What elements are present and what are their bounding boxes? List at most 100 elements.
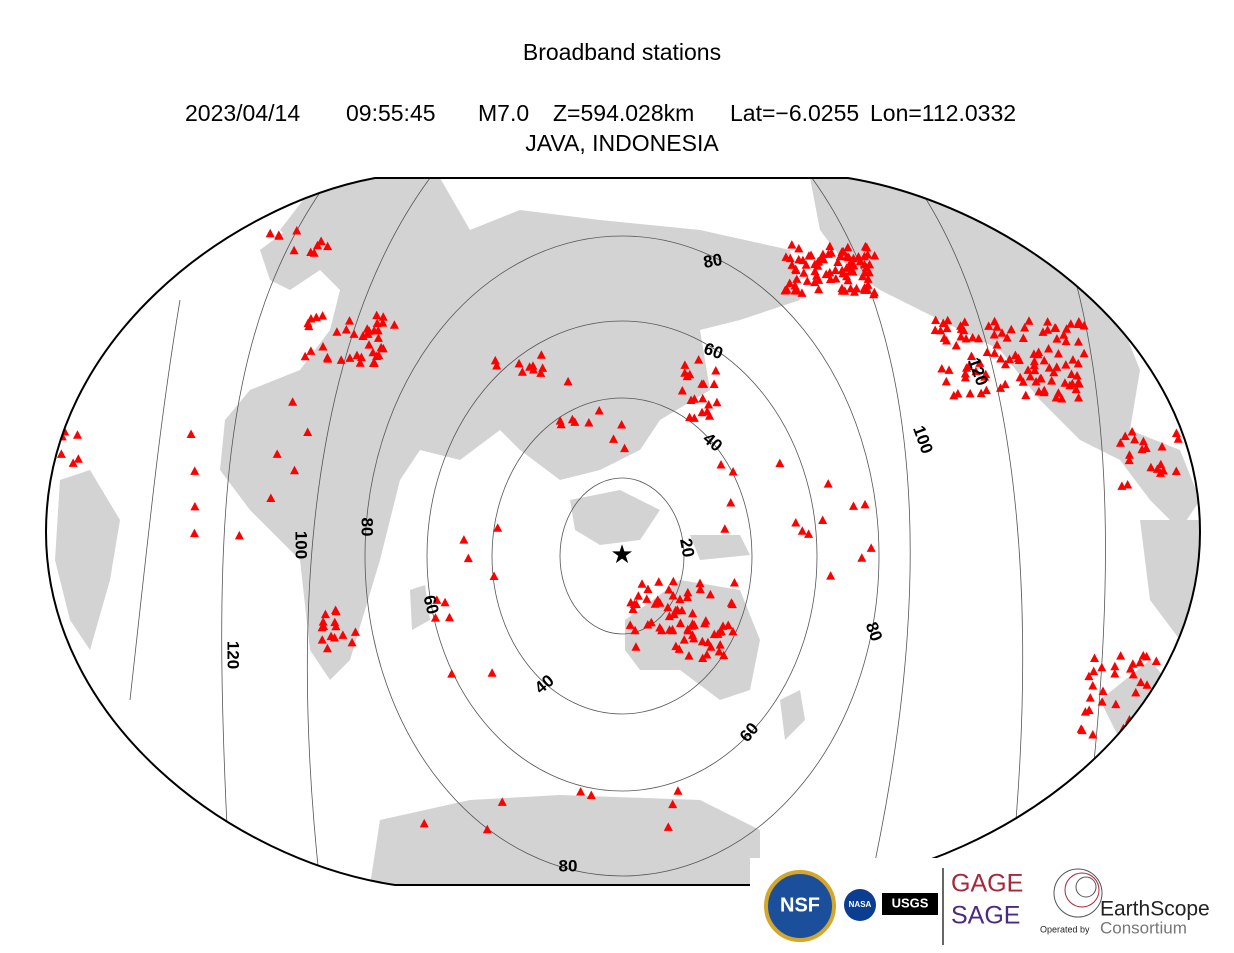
station xyxy=(695,584,705,594)
station xyxy=(341,324,351,334)
station xyxy=(982,347,992,357)
station xyxy=(633,591,643,600)
gage-text: GAGE xyxy=(951,870,1023,898)
station xyxy=(378,312,388,321)
station xyxy=(1157,442,1167,451)
station xyxy=(697,407,707,417)
station xyxy=(1142,680,1152,689)
station xyxy=(728,466,738,476)
station xyxy=(804,529,814,538)
station xyxy=(364,340,374,349)
station xyxy=(709,379,719,388)
title: Broadband stations xyxy=(523,39,721,65)
station xyxy=(625,620,635,629)
station xyxy=(938,318,948,328)
contour-label: 100 xyxy=(292,531,311,559)
station xyxy=(818,515,828,524)
station xyxy=(657,625,667,635)
station xyxy=(289,465,299,475)
station xyxy=(497,797,507,806)
station xyxy=(698,393,708,403)
station xyxy=(1128,669,1138,679)
station xyxy=(823,249,833,258)
station xyxy=(685,412,695,422)
station xyxy=(720,524,730,533)
station xyxy=(1127,426,1137,436)
station xyxy=(719,650,729,660)
station xyxy=(1155,698,1165,708)
station xyxy=(1051,392,1061,402)
station xyxy=(1039,355,1049,365)
station xyxy=(797,288,807,297)
station xyxy=(1044,363,1054,372)
station xyxy=(1073,358,1083,368)
station xyxy=(1059,330,1069,339)
station xyxy=(992,340,1002,349)
station xyxy=(643,619,653,629)
station xyxy=(669,609,679,619)
station xyxy=(1123,480,1133,489)
station xyxy=(331,621,341,631)
station xyxy=(701,616,711,625)
station xyxy=(664,585,674,594)
station xyxy=(860,267,870,277)
station xyxy=(992,322,1002,331)
station xyxy=(1006,324,1016,334)
station xyxy=(576,787,586,796)
event-magnitude: M7.0 xyxy=(478,100,529,126)
station xyxy=(668,799,678,809)
station xyxy=(1062,324,1072,333)
station xyxy=(984,321,994,330)
station xyxy=(300,351,310,361)
station xyxy=(1111,699,1121,709)
station xyxy=(338,630,348,639)
station xyxy=(563,376,573,386)
station xyxy=(699,379,709,388)
station xyxy=(1148,714,1158,724)
station xyxy=(794,243,804,253)
station xyxy=(843,275,853,285)
station xyxy=(663,602,673,612)
station xyxy=(1154,692,1164,702)
station xyxy=(376,342,386,352)
station xyxy=(190,466,200,475)
station xyxy=(389,320,399,329)
station xyxy=(1029,360,1039,370)
station xyxy=(836,251,846,261)
station xyxy=(798,255,808,265)
station xyxy=(68,458,78,467)
station xyxy=(966,351,976,361)
station xyxy=(1131,687,1141,697)
station xyxy=(1053,348,1063,358)
station xyxy=(663,822,673,831)
station xyxy=(787,240,797,249)
station xyxy=(1146,462,1156,472)
station xyxy=(671,641,681,651)
station xyxy=(1088,680,1098,690)
station xyxy=(1047,376,1057,385)
station xyxy=(1089,666,1099,676)
event-region: JAVA, INDONESIA xyxy=(525,130,719,156)
station xyxy=(812,271,822,280)
station xyxy=(1061,336,1071,346)
station xyxy=(1018,333,1028,343)
station xyxy=(728,626,738,636)
station xyxy=(630,625,640,635)
map-body: ★ xyxy=(55,178,1200,885)
station xyxy=(311,312,321,322)
station xyxy=(942,323,952,333)
station xyxy=(372,351,382,360)
station xyxy=(782,285,792,294)
distance-rings xyxy=(129,178,1106,885)
station xyxy=(675,618,685,627)
station xyxy=(825,267,835,277)
land xyxy=(55,178,1200,885)
station xyxy=(698,653,708,662)
station xyxy=(1034,347,1044,357)
station xyxy=(714,646,724,656)
station xyxy=(373,325,383,335)
station xyxy=(715,640,725,649)
station xyxy=(620,443,630,453)
